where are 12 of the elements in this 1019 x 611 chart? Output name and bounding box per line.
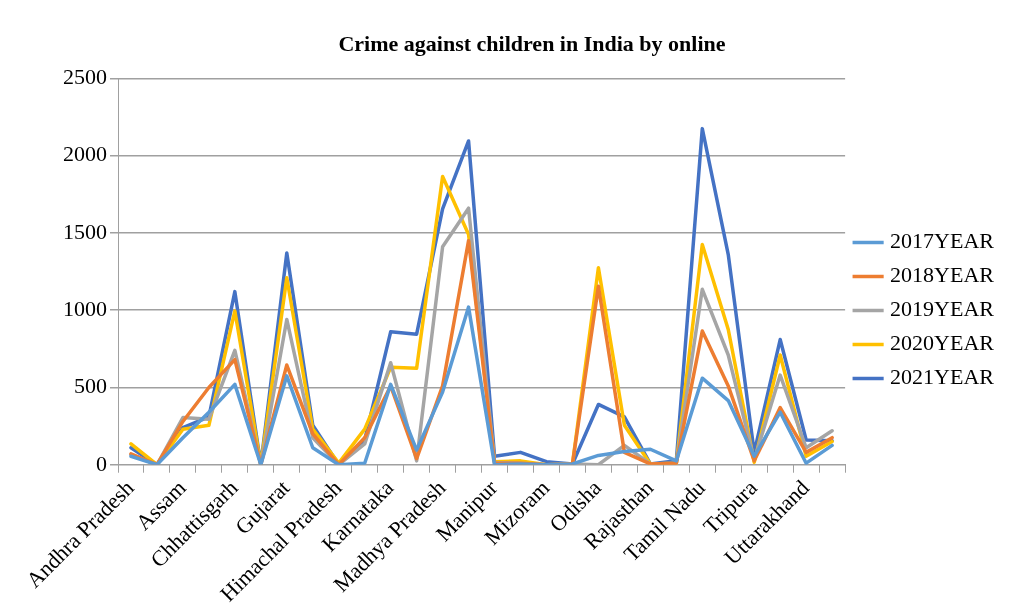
y-tick-label: 500 <box>74 373 107 399</box>
legend-label: 2021YEAR <box>890 364 995 390</box>
y-tick-label: 1500 <box>63 218 107 244</box>
y-tick-label: 1000 <box>63 295 107 321</box>
y-tick-label: 2500 <box>63 64 107 90</box>
legend-label: 2017YEAR <box>890 228 995 254</box>
legend-label: 2020YEAR <box>890 330 995 356</box>
legend-label: 2018YEAR <box>890 262 995 288</box>
y-tick-label: 2000 <box>63 141 107 167</box>
chart-title: Crime against children in India by online <box>338 30 726 56</box>
legend-label: 2019YEAR <box>890 296 995 322</box>
y-tick-label: 0 <box>96 450 107 476</box>
